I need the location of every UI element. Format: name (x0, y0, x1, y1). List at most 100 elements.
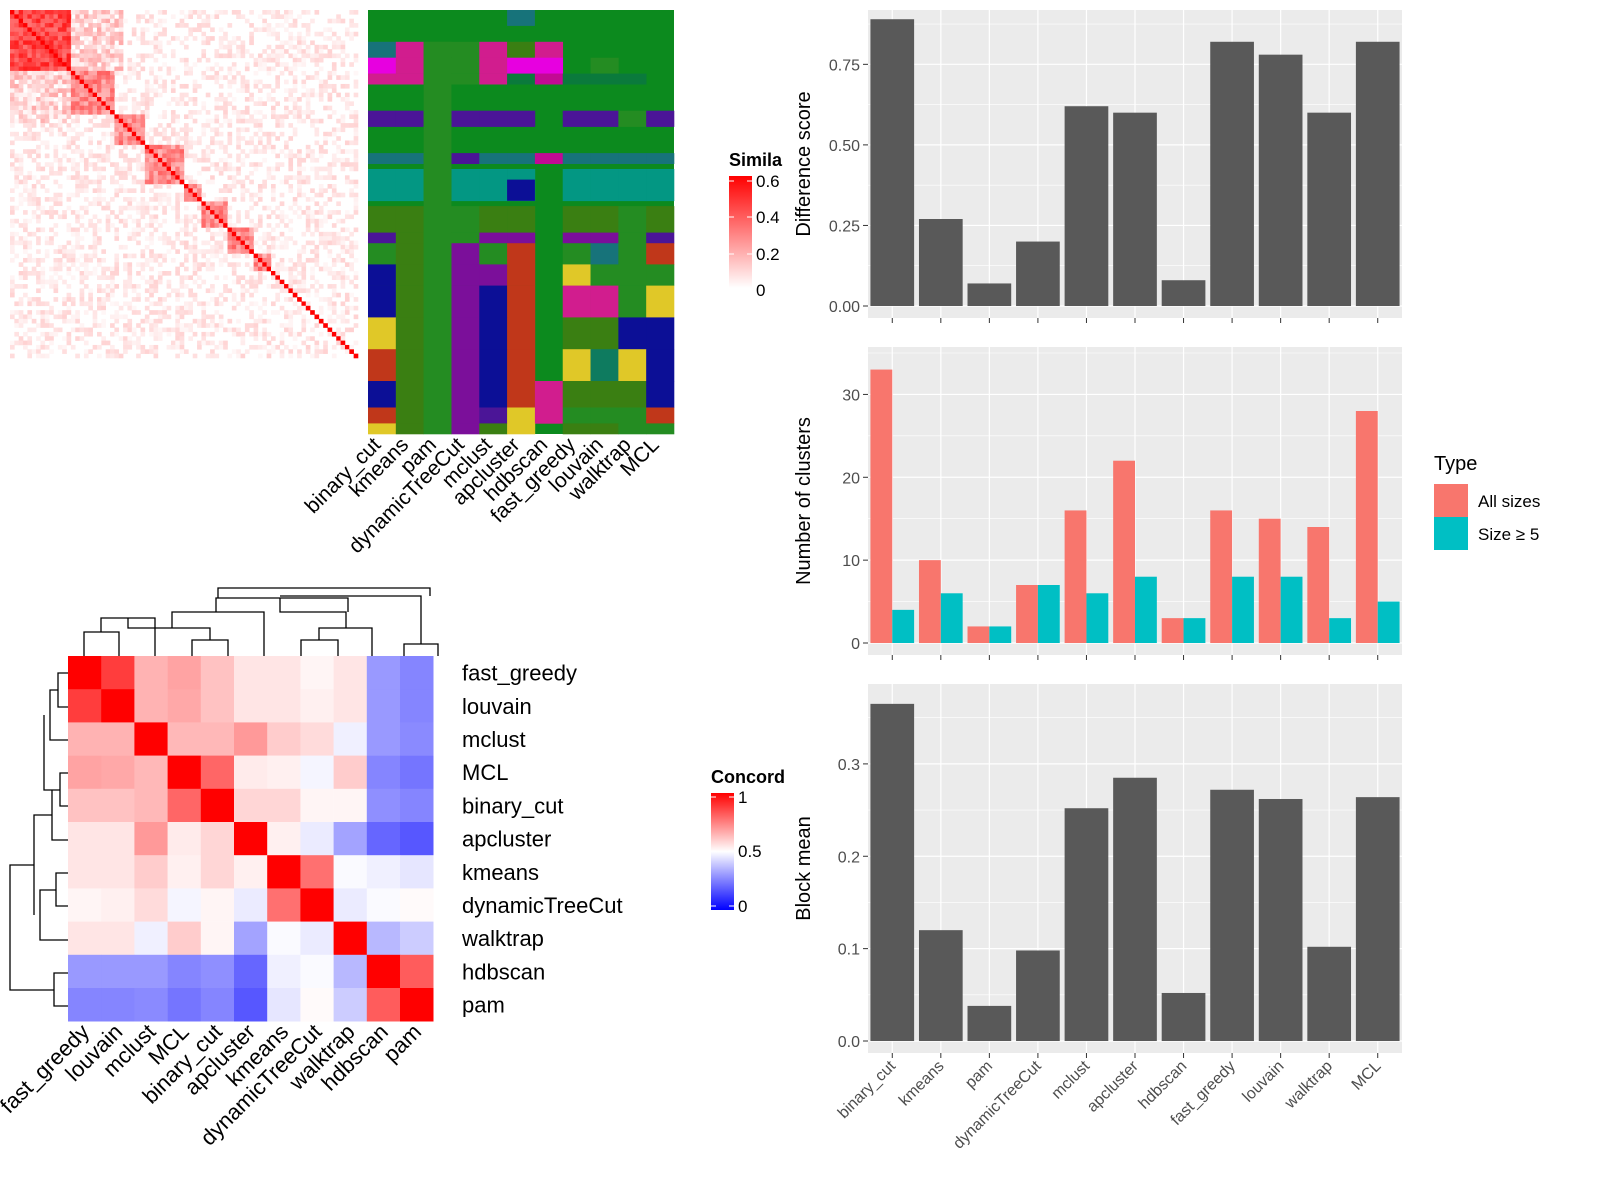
membership-block (562, 381, 591, 408)
similarity-cell (240, 284, 246, 289)
similarity-cell (179, 340, 185, 346)
similarity-cell (27, 40, 33, 46)
membership-block (646, 285, 675, 318)
similarity-cell (279, 266, 285, 272)
similarity-cell (27, 301, 33, 307)
similarity-cell (197, 10, 202, 15)
similarity-cell (101, 288, 106, 294)
similarity-cell (249, 23, 254, 28)
similarity-cell (188, 188, 193, 193)
similarity-cell (53, 27, 59, 33)
similarity-cell (149, 166, 154, 172)
similarity-cell (57, 344, 63, 350)
similarity-cell (92, 66, 98, 72)
membership-block (368, 73, 397, 85)
similarity-cell (170, 205, 176, 211)
similarity-cell (44, 175, 50, 180)
similarity-cell (27, 253, 33, 259)
similarity-cell (49, 101, 54, 106)
similarity-cell (149, 327, 154, 333)
similarity-cell (44, 27, 50, 33)
similarity-cell (14, 184, 19, 189)
membership-block (618, 285, 647, 318)
similarity-cell (92, 79, 98, 85)
similarity-cell (31, 27, 37, 33)
concordance-cell (366, 822, 401, 856)
similarity-cell (353, 227, 359, 233)
similarity-cell (284, 266, 289, 272)
similarity-cell (227, 184, 233, 189)
similarity-cell (349, 266, 354, 272)
similarity-cell (49, 214, 54, 220)
similarity-cell (340, 192, 346, 198)
similarity-cell (244, 88, 250, 93)
similarity-cell (257, 97, 263, 102)
similarity-cell (110, 49, 115, 54)
similarity-cell (262, 157, 267, 163)
similarity-cell (40, 266, 46, 272)
similarity-cell (223, 118, 228, 124)
similarity-cell (297, 170, 302, 176)
similarity-cell (144, 305, 150, 311)
similarity-cell (88, 83, 93, 89)
similarity-cell (288, 323, 294, 328)
similarity-cell (62, 114, 67, 120)
similarity-cell (266, 66, 272, 72)
similarity-cell (75, 175, 80, 180)
similarity-cell (105, 97, 111, 102)
similarity-cell (40, 184, 46, 189)
similarity-cell (162, 10, 167, 15)
similarity-cell (188, 288, 193, 294)
similarity-cell (14, 97, 19, 102)
similarity-cell (105, 223, 111, 228)
similarity-cell (136, 262, 141, 267)
similarity-cell (127, 170, 133, 176)
similarity-cell (123, 205, 128, 211)
similarity-cell (49, 66, 54, 72)
similarity-cell (131, 123, 137, 128)
similarity-cell (75, 314, 80, 320)
similarity-cell (227, 188, 233, 193)
similarity-cell (179, 336, 185, 341)
similarity-cell (127, 340, 133, 346)
similarity-cell (223, 327, 228, 333)
similarity-cell (157, 262, 163, 267)
similarity-cell (44, 210, 50, 215)
similarity-cell (70, 227, 76, 233)
similarity-cell (31, 40, 37, 46)
similarity-cell (57, 327, 63, 333)
membership-block (451, 381, 480, 408)
similarity-cell (75, 88, 80, 93)
similarity-cell (275, 266, 280, 272)
similarity-cell (188, 323, 193, 328)
similarity-cell (279, 49, 285, 54)
similarity-cell (14, 14, 19, 19)
similarity-cell (331, 70, 337, 76)
similarity-cell (262, 236, 267, 241)
similarity-cell (75, 79, 80, 85)
similarity-cell (18, 275, 24, 280)
similarity-cell (257, 253, 263, 259)
similarity-cell (305, 97, 311, 102)
similarity-cell (18, 10, 24, 15)
similarity-cell (249, 301, 254, 307)
similarity-cell (236, 136, 241, 141)
similarity-cell (179, 153, 185, 159)
similarity-cell (66, 305, 72, 311)
similarity-cell (101, 175, 106, 180)
similarity-cell (236, 275, 241, 280)
similarity-cell (214, 297, 220, 302)
membership-block (395, 407, 424, 424)
similarity-cell (353, 149, 359, 154)
similarity-cell (66, 331, 72, 337)
similarity-cell (36, 62, 41, 67)
similarity-cell (23, 149, 28, 154)
similarity-cell (66, 40, 72, 46)
similarity-cell (40, 18, 46, 24)
concordance-cell (300, 822, 334, 856)
similarity-cell (62, 70, 67, 76)
similarity-cell (18, 44, 24, 50)
similarity-cell (288, 175, 294, 180)
similarity-cell (88, 40, 93, 46)
